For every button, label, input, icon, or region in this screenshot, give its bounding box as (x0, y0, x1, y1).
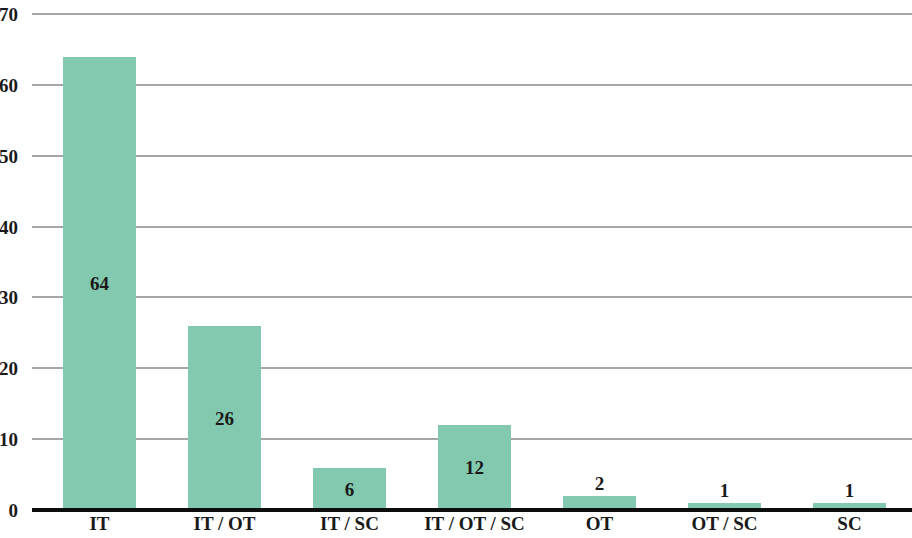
gridline-y-40 (32, 226, 912, 228)
y-axis-tick-label: 70 (0, 5, 18, 24)
bar-chart: 0 10 20 30 40 50 60 70 64 26 6 12 2 1 1 ITIT / OTIT / S… (0, 0, 912, 538)
bar-value-label: 1 (813, 481, 886, 500)
gridline-y-70 (32, 13, 912, 15)
bar-value-label: 64 (63, 274, 136, 293)
y-axis-tick-label: 40 (0, 217, 18, 236)
y-axis-tick-label: 0 (0, 501, 18, 520)
bar-it-ot[interactable]: 26 (188, 326, 261, 510)
x-axis-category-label: IT (37, 514, 162, 533)
x-axis-category-label: IT / OT (162, 514, 287, 533)
bar-it-sc[interactable]: 6 (313, 468, 386, 511)
y-axis-tick-label: 30 (0, 288, 18, 307)
gridline-y-50 (32, 155, 912, 157)
x-axis-category-label: IT / SC (287, 514, 412, 533)
bar-value-label: 2 (563, 474, 636, 493)
gridline-y-30 (32, 296, 912, 298)
x-axis-category-label: OT / SC (662, 514, 787, 533)
x-axis-category-label: OT (537, 514, 662, 533)
gridline-y-60 (32, 84, 912, 86)
x-axis-category-label: IT / OT / SC (412, 514, 537, 533)
bar-value-label: 12 (438, 458, 511, 477)
bar-value-label: 1 (688, 481, 761, 500)
bar-value-label: 26 (188, 408, 261, 427)
x-axis-line (32, 508, 912, 512)
bar-it[interactable]: 64 (63, 57, 136, 510)
x-axis-category-label: SC (787, 514, 912, 533)
y-axis-tick-label: 10 (0, 430, 18, 449)
gridline-y-20 (32, 367, 912, 369)
y-axis-tick-label: 20 (0, 359, 18, 378)
y-axis-tick-label: 50 (0, 146, 18, 165)
bar-it-ot-sc[interactable]: 12 (438, 425, 511, 510)
y-axis-tick-label: 60 (0, 75, 18, 94)
bar-value-label: 6 (313, 479, 386, 498)
